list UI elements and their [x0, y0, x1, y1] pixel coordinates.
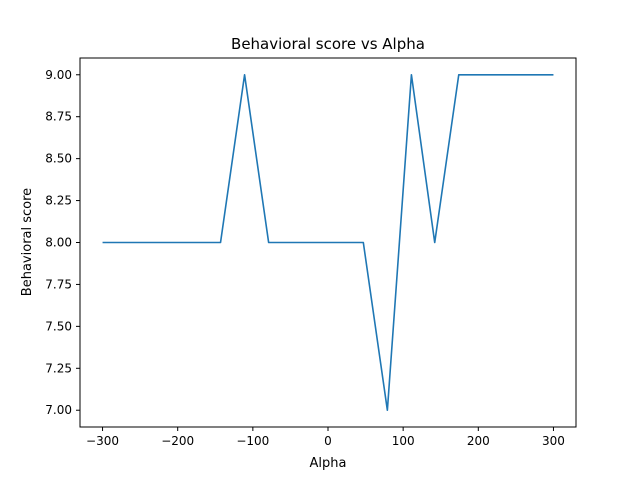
x-tick-label: −100	[236, 434, 269, 448]
chart-title: Behavioral score vs Alpha	[231, 35, 425, 53]
x-tick-label: −300	[86, 434, 119, 448]
y-tick-label: 7.50	[45, 319, 72, 333]
y-tick-label: 8.50	[45, 152, 72, 166]
y-tick-label: 7.75	[45, 277, 72, 291]
y-tick-label: 7.25	[45, 361, 72, 375]
x-tick-label: 200	[467, 434, 490, 448]
x-tick-label: 0	[324, 434, 332, 448]
x-tick-label: 100	[392, 434, 415, 448]
y-tick-label: 9.00	[45, 68, 72, 82]
y-tick-label: 7.00	[45, 403, 72, 417]
x-axis-label: Alpha	[310, 456, 347, 471]
y-axis-label: Behavioral score	[20, 188, 35, 296]
x-tick-label: −200	[161, 434, 194, 448]
y-tick-label: 8.75	[45, 110, 72, 124]
x-tick-label: 300	[542, 434, 565, 448]
y-tick-label: 8.25	[45, 194, 72, 208]
y-tick-label: 8.00	[45, 236, 72, 250]
series-line-0	[102, 73, 554, 412]
